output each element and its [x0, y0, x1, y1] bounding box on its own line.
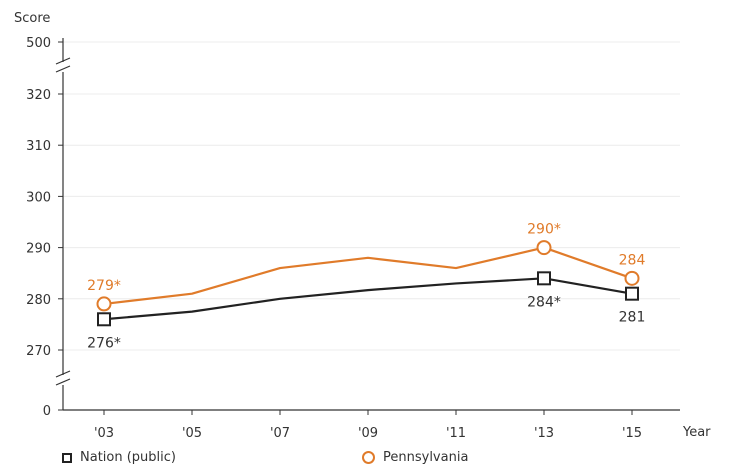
y-tick-label-3: 300: [26, 190, 51, 205]
square-marker-0: [97, 312, 111, 327]
axes: [55, 38, 680, 411]
x-tick-label-1: '05: [182, 426, 202, 441]
data-label-0-6: 281: [619, 310, 646, 326]
series-layer: [96, 240, 640, 327]
y-tick-label-6: 270: [26, 344, 51, 359]
data-label-0-0: 276*: [87, 335, 121, 351]
y-tick-label-7: 0: [43, 404, 51, 419]
circle-marker-6: [624, 270, 640, 286]
y-tick-label-5: 280: [26, 293, 51, 308]
x-axis-title: Year: [682, 425, 711, 440]
x-tick-label-5: '13: [534, 426, 554, 441]
data-label-1-5: 290*: [527, 222, 561, 238]
data-label-0-5: 284*: [527, 294, 561, 310]
axis-break-mark: [55, 378, 71, 386]
y-tick-label-4: 290: [26, 242, 51, 257]
data-labels: 276* 284* 281 279* 290* 284: [87, 222, 645, 352]
legend-item-nation: Nation (public): [62, 450, 176, 465]
square-marker-5: [537, 271, 551, 286]
axis-break-mark: [55, 370, 71, 378]
x-tick-label-2: '07: [270, 426, 290, 441]
circle-marker-icon: [362, 451, 375, 464]
y-tick-label-2: 310: [26, 139, 51, 154]
square-marker-icon: [62, 452, 72, 463]
y-tick-label-1: 320: [26, 88, 51, 103]
y-axis-ticks: 500 320 310 300 290 280 270 0: [26, 36, 63, 419]
legend-item-pennsylvania: Pennsylvania: [362, 450, 468, 465]
y-tick-label-0: 500: [26, 36, 51, 51]
x-axis-ticks: '03 '05 '07 '09 '11 '13 '15: [94, 410, 642, 441]
data-label-1-0: 279*: [87, 278, 121, 294]
legend: Nation (public) Pennsylvania: [60, 450, 731, 470]
y-axis-title: Score: [14, 11, 50, 26]
circle-marker-5: [536, 240, 552, 256]
x-tick-label-6: '15: [622, 426, 642, 441]
data-label-1-6: 284: [619, 252, 646, 268]
x-tick-label-3: '09: [358, 426, 378, 441]
legend-label-pennsylvania: Pennsylvania: [383, 450, 469, 465]
legend-label-nation: Nation (public): [80, 450, 176, 465]
line-chart: Score Year 500 320 310 300 290 280 270 0 '03 '05…: [14, 11, 711, 441]
circle-marker-0: [96, 296, 112, 312]
x-tick-label-0: '03: [94, 426, 114, 441]
x-tick-label-4: '11: [446, 426, 466, 441]
axis-break-mark: [55, 57, 71, 65]
gridlines: [63, 41, 680, 351]
square-marker-6: [625, 286, 639, 301]
axis-break-mark: [55, 65, 71, 73]
